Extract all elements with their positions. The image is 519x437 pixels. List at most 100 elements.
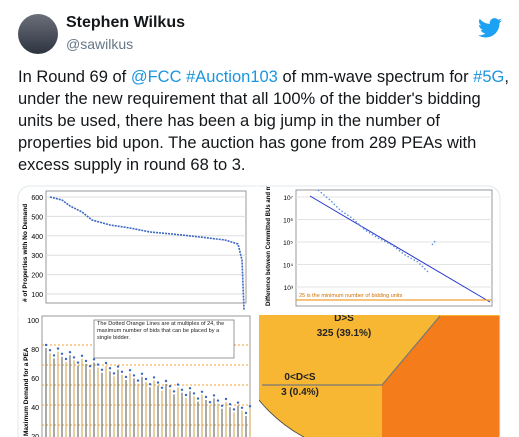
dot: [148, 383, 152, 386]
dot: [80, 354, 84, 357]
y-axis-label: Difference between Committed BUs and min…: [266, 122, 272, 306]
dot: [212, 394, 216, 397]
tick-label: 10⁷: [283, 195, 293, 202]
dot: [172, 390, 176, 393]
tick-label: 40: [31, 405, 39, 412]
tick-label: 600: [31, 195, 43, 202]
text: In Round 69 of: [18, 68, 131, 86]
text: under the new requirement that all 100% …: [18, 90, 481, 108]
dot: [188, 387, 192, 390]
image-panel: 10⁷ 10⁶ 10⁵ 10⁴ 10³ Difference between Commit…: [259, 122, 500, 313]
dot: [232, 408, 236, 411]
fit-line: [309, 195, 491, 303]
dot: [124, 375, 128, 379]
dot: [200, 390, 204, 393]
dot: [104, 361, 108, 365]
dot: [160, 386, 164, 389]
author-handle[interactable]: @sawilkus: [66, 36, 134, 52]
dot: [224, 397, 228, 401]
image-panel: 600 500 400 300 200 100# of Properties with N…: [18, 186, 255, 313]
dot: [244, 411, 248, 415]
dot: [216, 399, 220, 402]
tick-label: 400: [31, 234, 43, 241]
link[interactable]: #5G: [473, 68, 505, 86]
dot: [128, 369, 132, 372]
dot: [100, 368, 104, 371]
dot: [204, 395, 208, 399]
dot: [152, 376, 156, 379]
dot: [56, 347, 60, 350]
text-line: excess supply in round 68 to 3.: [18, 154, 509, 176]
tick-label: 100: [31, 292, 43, 299]
note: 25 is the minimum number of bidding unit…: [299, 293, 403, 299]
dot: [108, 367, 112, 370]
dot: [240, 406, 244, 409]
avatar[interactable]: [18, 14, 58, 54]
plot-frame: [45, 190, 247, 304]
dot: [92, 358, 96, 361]
text: excess supply in round 68 to 3.: [18, 156, 246, 174]
dot: [220, 404, 224, 407]
author-name[interactable]: Stephen Wilkus: [66, 14, 185, 31]
twitter-logo[interactable]: [478, 18, 502, 38]
dot: [180, 388, 184, 391]
link[interactable]: #Auction103: [186, 68, 278, 86]
dot: [248, 405, 252, 408]
dot: [116, 365, 120, 368]
plot-frame: [41, 315, 251, 437]
text: of mm-wave spectrum for: [277, 68, 474, 86]
text-line: properties bid upon. The auction has gon…: [18, 132, 509, 154]
text: properties bid upon. The auction has gon…: [18, 134, 477, 152]
dot: [48, 349, 52, 352]
note: The Dotted Orange Lines are at multiples…: [97, 321, 225, 341]
text-line: units be used, there has been a big jump…: [18, 110, 509, 132]
text-line: In Round 69 of @FCC #Auction103 of mm-wa…: [18, 66, 509, 88]
plot-frame: [295, 189, 493, 307]
image-panel: 100 80 60 40 20Maximum Demand for a PEA The D…: [18, 315, 255, 437]
dot: [52, 354, 56, 357]
dot: [144, 377, 148, 381]
dot: [192, 392, 196, 395]
dot: [120, 370, 124, 373]
dot: [156, 381, 160, 384]
tick-label: 10⁴: [283, 263, 293, 270]
slice-label: D>S: [334, 313, 354, 324]
dot: [44, 343, 48, 347]
slice-value: 3 (0.4%): [281, 387, 319, 398]
dot: [236, 401, 240, 404]
dot: [168, 385, 172, 388]
tick-label: 10³: [284, 285, 294, 292]
image-panel: D>S 325 (39.1%) 0<D<S 3 (0.4%): [259, 313, 500, 437]
link[interactable]: @FCC: [130, 68, 182, 86]
dot: [68, 351, 72, 354]
dot: [64, 357, 68, 361]
tweet-text: In Round 69 of @FCC #Auction103 of mm-wa…: [18, 66, 509, 176]
pie-slice: [382, 316, 500, 437]
note-holder: The Dotted Orange Lines are at multiples…: [97, 321, 225, 341]
tick-label: 100: [27, 318, 39, 325]
tick-label: 20: [31, 434, 39, 437]
tick-label: 300: [31, 253, 43, 260]
dot: [136, 379, 140, 382]
dot: [72, 356, 76, 359]
dot: [208, 401, 212, 404]
tick-label: 60: [31, 376, 39, 383]
tick-label: 10⁵: [283, 240, 293, 247]
dot: [184, 393, 188, 397]
dot: [176, 383, 180, 386]
y-axis-label: # of Properties with No Demand: [22, 204, 29, 302]
tick-label: 200: [31, 273, 43, 280]
text: ,: [504, 68, 509, 86]
dot: [96, 363, 100, 366]
media-border: [17, 185, 501, 437]
y-axis-label: Maximum Demand for a PEA: [23, 347, 30, 436]
tick-label: 10⁶: [283, 218, 293, 225]
dot: [112, 372, 116, 375]
dot: [132, 374, 136, 377]
dot: [140, 372, 144, 375]
text-line: under the new requirement that all 100% …: [18, 88, 509, 110]
dot: [60, 352, 64, 355]
dot: [88, 365, 92, 368]
